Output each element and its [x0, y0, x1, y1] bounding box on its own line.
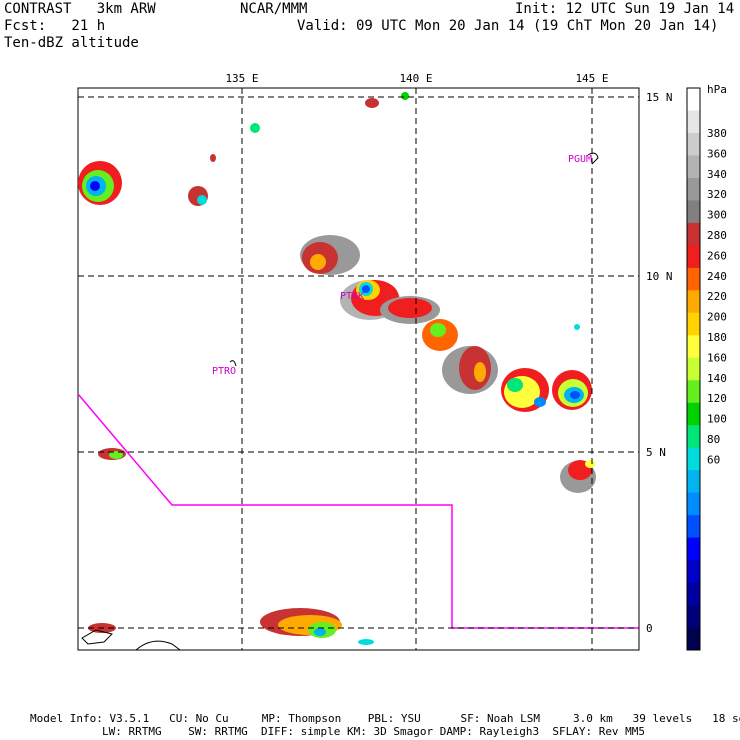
colorbar-label: 120 — [707, 392, 727, 405]
colorbar-label: 280 — [707, 229, 727, 242]
lat-label-5n: 5 N — [646, 446, 666, 459]
map-frame — [77, 87, 640, 651]
colorbar-swatch — [687, 380, 700, 404]
colorbar-swatch — [687, 267, 700, 291]
center-label: NCAR/MMM — [240, 1, 308, 17]
colorbar-label: 260 — [707, 249, 727, 262]
field-name: Ten-dBZ altitude — [4, 35, 139, 51]
colorbar-label: 380 — [707, 127, 727, 140]
colorbar-labels: 380 360 340 320 300 280 260 240 220 200 180 160 140 1… — [707, 127, 727, 466]
colorbar-swatch — [687, 447, 700, 471]
model-info-line1: Model Info: V3.5.1 CU: No Cu MP: Thompso… — [30, 712, 740, 725]
station-ptkk: PTKK — [340, 291, 364, 302]
lon-label-135: 135 E — [225, 72, 258, 85]
coastlines — [81, 152, 599, 651]
lat-label-15n: 15 N — [646, 91, 673, 104]
colorbar-label: 200 — [707, 311, 727, 324]
colorbar-label: 140 — [707, 372, 727, 385]
colorbar-label: 180 — [707, 331, 727, 344]
colorbar-label: 60 — [707, 453, 720, 466]
colorbar-label: 340 — [707, 168, 727, 181]
colorbar-swatch — [687, 582, 700, 606]
colorbar-swatch — [687, 222, 700, 246]
colorbar-swatch — [687, 88, 700, 111]
colorbar-swatch — [687, 515, 700, 539]
colorbar-swatch — [687, 470, 700, 494]
colorbar-swatch — [687, 290, 700, 314]
forecast-map: 135 E 140 E 145 E 15 N 10 N 5 N 0 PGUM P… — [77, 72, 727, 651]
colorbar-swatch — [687, 335, 700, 359]
colorbar-label: 300 — [707, 209, 727, 222]
station-ptro: PTRO — [212, 366, 236, 377]
colorbar-swatch — [687, 402, 700, 426]
colorbar-swatch — [687, 132, 700, 156]
colorbar-swatch — [687, 560, 700, 584]
colorbar-label: 320 — [707, 188, 727, 201]
colorbar-swatch — [687, 177, 700, 201]
boundary-line — [77, 393, 639, 629]
colorbar-swatch — [687, 537, 700, 561]
lat-label-0: 0 — [646, 622, 653, 635]
colorbar-swatch — [687, 155, 700, 179]
colorbar-swatch — [687, 627, 700, 651]
station-pgum: PGUM — [568, 154, 592, 165]
colorbar-frame — [686, 87, 701, 651]
lon-label-145: 145 E — [575, 72, 608, 85]
colorbar-swatch — [687, 492, 700, 516]
model-label: CONTRAST 3km ARW — [4, 1, 156, 17]
colorbar-label: 360 — [707, 147, 727, 160]
lat-label-10n: 10 N — [646, 270, 673, 283]
colorbar-label: 240 — [707, 270, 727, 283]
colorbar-label: 160 — [707, 351, 727, 364]
colorbar-label: 80 — [707, 433, 720, 446]
radar-echoes — [78, 92, 596, 645]
colorbar-swatch — [687, 605, 700, 629]
colorbar-swatch — [687, 425, 700, 449]
colorbar-swatch — [687, 312, 700, 336]
colorbar-swatch — [687, 245, 700, 269]
colorbar-swatch — [687, 357, 700, 381]
forecast-hour: Fcst: 21 h — [4, 18, 106, 34]
colorbar-unit: hPa — [707, 83, 727, 96]
colorbar-label: 100 — [707, 413, 727, 426]
colorbar-swatch — [687, 200, 700, 224]
graticule — [78, 88, 639, 650]
lon-label-140: 140 E — [399, 72, 432, 85]
valid-time: Valid: 09 UTC Mon 20 Jan 14 (19 ChT Mon … — [297, 18, 719, 34]
init-time: Init: 12 UTC Sun 19 Jan 14 — [515, 1, 735, 17]
colorbar-label: 220 — [707, 290, 727, 303]
colorbar-swatch — [687, 110, 700, 134]
colorbar — [686, 87, 701, 651]
model-info-line2: LW: RRTMG SW: RRTMG DIFF: simple KM: 3D … — [102, 725, 646, 738]
